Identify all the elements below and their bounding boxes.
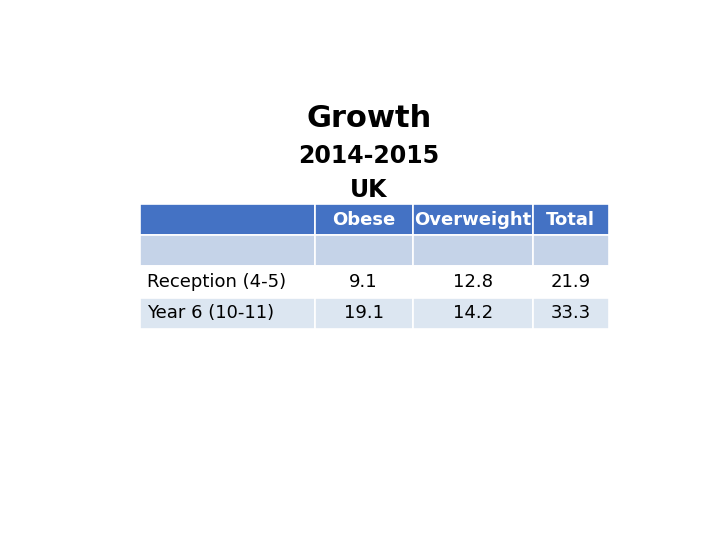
Bar	[140, 298, 315, 329]
Text: 19.1: 19.1	[343, 304, 384, 322]
Bar	[315, 235, 413, 266]
Bar	[140, 204, 315, 235]
Bar	[533, 298, 609, 329]
Text: Year 6 (10-11): Year 6 (10-11)	[147, 304, 274, 322]
Bar	[315, 204, 413, 235]
Bar	[533, 266, 609, 298]
Bar	[413, 298, 533, 329]
Bar	[533, 235, 609, 266]
Text: Reception (4-5): Reception (4-5)	[147, 273, 286, 291]
Bar	[413, 266, 533, 298]
Text: 14.2: 14.2	[453, 304, 492, 322]
Text: Total: Total	[546, 211, 595, 228]
Text: 21.9: 21.9	[551, 273, 591, 291]
Text: 9.1: 9.1	[349, 273, 378, 291]
Text: 2014-2015
UK: 2014-2015 UK	[298, 144, 440, 201]
Text: Overweight: Overweight	[414, 211, 531, 228]
Bar	[315, 298, 413, 329]
Text: Growth: Growth	[307, 104, 431, 133]
Bar	[315, 266, 413, 298]
Bar	[140, 266, 315, 298]
Bar	[140, 235, 315, 266]
Text: Obese: Obese	[332, 211, 395, 228]
Bar	[413, 235, 533, 266]
Text: 33.3: 33.3	[551, 304, 591, 322]
Text: 12.8: 12.8	[453, 273, 492, 291]
Bar	[413, 204, 533, 235]
Bar	[533, 204, 609, 235]
